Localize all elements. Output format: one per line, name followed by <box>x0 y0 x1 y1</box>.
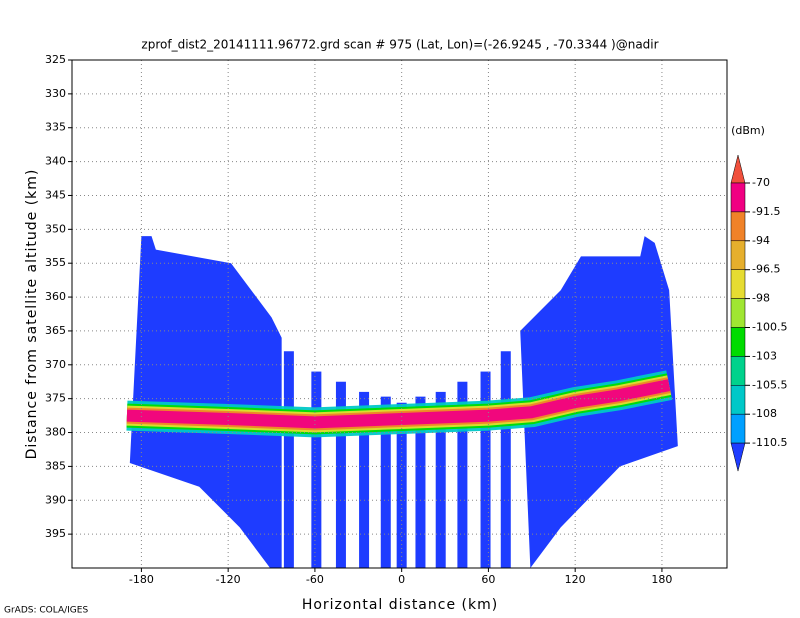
colorbar-segment <box>730 269 746 299</box>
beam-stripe <box>457 381 468 568</box>
y-tick-label: 350 <box>45 222 66 235</box>
beam-stripe <box>335 381 346 568</box>
x-axis-label: Horizontal distance (km) <box>302 597 498 613</box>
x-tick-label: -120 <box>216 573 241 586</box>
y-tick-label: 365 <box>45 324 66 337</box>
colorbar-label: -110.5 <box>752 436 787 449</box>
field-region <box>129 236 282 568</box>
colorbar-segment <box>730 298 746 328</box>
beam-stripe <box>415 396 426 568</box>
y-tick-label: 340 <box>45 155 66 168</box>
colorbar-segment <box>730 413 746 444</box>
colorbar-label: -94 <box>752 234 770 247</box>
echo-band <box>126 379 671 429</box>
plot-frame <box>71 59 728 569</box>
beam-stripe <box>311 371 322 568</box>
colorbar-label: -70 <box>752 176 770 189</box>
beam-stripe <box>380 396 391 568</box>
y-tick-label: 370 <box>45 358 66 371</box>
colorbar-label: -108 <box>752 407 777 420</box>
beam-stripe <box>480 371 491 568</box>
beam-stripe <box>435 391 446 568</box>
colorbar-segment <box>730 182 746 213</box>
colorbar-label: -105.5 <box>752 378 787 391</box>
y-tick-label: 335 <box>45 121 66 134</box>
y-tick-label: 345 <box>45 188 66 201</box>
y-tick-label: 330 <box>45 87 66 100</box>
y-tick-label: 390 <box>45 493 66 506</box>
colorbar-segment <box>730 211 746 242</box>
y-tick-label: 395 <box>45 527 66 540</box>
beam-stripe <box>283 351 294 568</box>
x-tick-label: 120 <box>565 573 586 586</box>
x-tick-label: 0 <box>398 573 405 586</box>
y-tick-label: 325 <box>45 53 66 66</box>
x-tick-label: -180 <box>129 573 154 586</box>
colorbar-label: -100.5 <box>752 321 787 334</box>
x-tick-label: 180 <box>651 573 672 586</box>
beam-stripe <box>500 351 511 568</box>
y-tick-label: 360 <box>45 290 66 303</box>
colorbar-label: -103 <box>752 349 777 362</box>
y-tick-label: 375 <box>45 392 66 405</box>
colorbar-segment <box>730 327 746 357</box>
y-tick-label: 380 <box>45 426 66 439</box>
chart-title: zprof_dist2_20141111.96772.grd scan # 97… <box>141 38 658 52</box>
colorbar-label: -96.5 <box>752 263 780 276</box>
y-tick-label: 385 <box>45 459 66 472</box>
x-tick-label: -60 <box>306 573 324 586</box>
footer: GrADS: COLA/IGES <box>4 606 88 616</box>
colorbar-label: -98 <box>752 292 770 305</box>
y-tick-label: 355 <box>45 256 66 269</box>
colorbar-segment <box>730 356 746 386</box>
colorbar-units: (dBm) <box>731 124 765 137</box>
colorbar-segment <box>730 385 746 415</box>
colorbar-cap <box>730 442 746 472</box>
x-tick-label: 60 <box>481 573 495 586</box>
colorbar-segment <box>730 240 746 270</box>
colorbar-label: -91.5 <box>752 205 780 218</box>
y-axis-label: Distance from satellite altitude (km) <box>24 169 40 460</box>
beam-stripe <box>396 402 407 568</box>
beam-stripe <box>359 391 370 568</box>
